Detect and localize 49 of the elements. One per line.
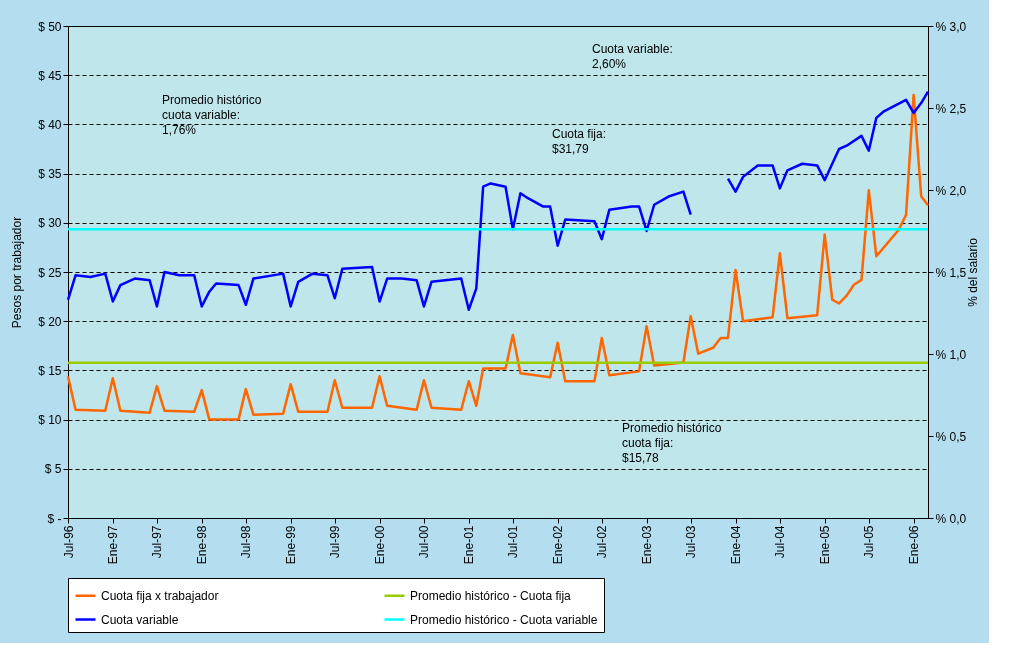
y-tick-label: $ 45 <box>38 68 62 83</box>
y-tick-label: $ 35 <box>38 167 62 182</box>
y-tick-label: $ 50 <box>38 19 62 34</box>
x-tick-label: Jul-96 <box>61 525 76 559</box>
annotation: Promedio histórico cuota variable: 1,76% <box>162 93 262 137</box>
legend-label: Cuota fija x trabajador <box>101 588 219 603</box>
y2-tick-label: % 2,0 <box>935 183 967 198</box>
x-tick-label: Jul-99 <box>328 525 343 559</box>
y-tick-label: $ 20 <box>38 314 62 329</box>
x-tick-label: Ene-05 <box>818 525 833 565</box>
y2-tick-label: % 3,0 <box>935 19 967 34</box>
x-tick-label: Jul-03 <box>684 525 699 559</box>
y-tick-label: $ 30 <box>38 216 62 231</box>
x-tick-label: Ene-01 <box>462 525 477 565</box>
line-series <box>66 93 930 421</box>
y-tick-label: $ 15 <box>38 363 62 378</box>
annotation: Cuota variable: 2,60% <box>592 42 673 71</box>
x-tick-label: Ene-04 <box>729 525 744 565</box>
y-tick-label: $ 10 <box>38 413 62 428</box>
y-axis-title: Pesos por trabajador <box>10 216 25 329</box>
legend-label: Promedio histórico - Cuota fija <box>410 588 572 603</box>
x-tick-label: Ene-06 <box>907 525 922 565</box>
x-tick-label: Ene-03 <box>640 525 655 565</box>
y-tick-label: $ 5 <box>44 462 62 477</box>
x-tick-label: Jul-97 <box>150 525 165 559</box>
y-tick-label: $ - <box>47 511 62 526</box>
x-tick-label: Jul-05 <box>862 525 877 559</box>
y-tick-label: $ 25 <box>38 265 62 280</box>
y2-tick-label: % 1,5 <box>935 265 967 280</box>
y2-axis-title: % del salario <box>966 237 981 307</box>
annotation: Cuota fija: $31,79 <box>552 127 607 156</box>
y2-tick-label: % 0,5 <box>935 429 967 444</box>
x-tick-label: Jul-00 <box>417 525 432 559</box>
x-tick-label: Ene-02 <box>551 525 566 565</box>
x-tick-label: Jul-98 <box>239 525 254 559</box>
legend-label: Promedio histórico - Cuota variable <box>410 612 598 627</box>
x-tick-label: Ene-97 <box>106 525 121 565</box>
x-tick-label: Jul-02 <box>595 525 610 559</box>
y2-tick-label: % 2,5 <box>935 101 967 116</box>
x-tick-label: Jul-01 <box>506 525 521 559</box>
x-tick-label: Ene-98 <box>195 525 210 565</box>
x-tick-label: Jul-04 <box>773 525 788 559</box>
y-tick-label: $ 40 <box>38 117 62 132</box>
x-tick-label: Ene-00 <box>373 525 388 565</box>
x-tick-label: Ene-99 <box>284 525 299 565</box>
legend-label: Cuota variable <box>101 612 179 627</box>
y2-tick-label: % 0,0 <box>935 511 967 526</box>
y2-tick-label: % 1,0 <box>935 347 967 362</box>
annotation: Promedio histórico cuota fija: $15,78 <box>622 421 722 465</box>
